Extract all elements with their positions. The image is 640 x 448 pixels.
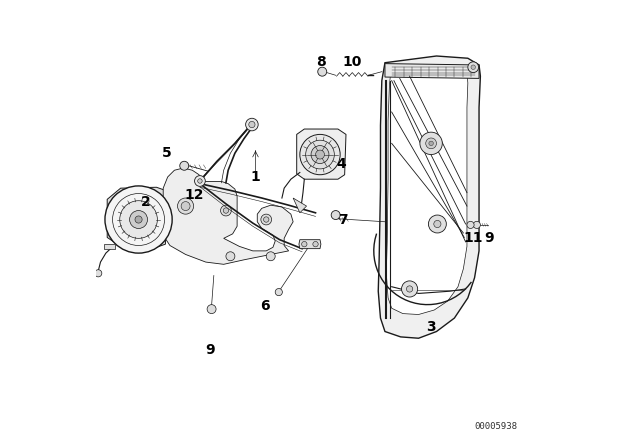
- Circle shape: [401, 281, 418, 297]
- Circle shape: [275, 289, 282, 296]
- Circle shape: [249, 121, 255, 128]
- Circle shape: [120, 201, 157, 238]
- Text: 12: 12: [185, 188, 204, 202]
- Polygon shape: [163, 168, 293, 264]
- Circle shape: [420, 132, 442, 155]
- Circle shape: [198, 179, 202, 183]
- Text: 3: 3: [426, 320, 436, 334]
- Polygon shape: [293, 198, 307, 213]
- Circle shape: [95, 270, 102, 277]
- Circle shape: [429, 141, 433, 146]
- Circle shape: [426, 138, 436, 149]
- Polygon shape: [378, 56, 481, 338]
- Circle shape: [467, 221, 474, 228]
- Polygon shape: [387, 67, 468, 314]
- Circle shape: [468, 62, 479, 73]
- Text: 6: 6: [260, 298, 270, 313]
- Text: 2: 2: [141, 195, 151, 210]
- Circle shape: [246, 118, 258, 131]
- Circle shape: [221, 205, 231, 216]
- Circle shape: [301, 241, 307, 247]
- Circle shape: [135, 216, 142, 223]
- Polygon shape: [108, 187, 165, 247]
- Polygon shape: [385, 64, 479, 78]
- Circle shape: [428, 215, 446, 233]
- Circle shape: [180, 161, 189, 170]
- Circle shape: [207, 305, 216, 314]
- Circle shape: [105, 186, 172, 253]
- Circle shape: [434, 220, 441, 228]
- Polygon shape: [299, 240, 321, 249]
- Circle shape: [473, 221, 481, 228]
- Circle shape: [226, 252, 235, 261]
- Circle shape: [129, 211, 148, 228]
- Text: 10: 10: [342, 55, 362, 69]
- Circle shape: [317, 67, 327, 76]
- Circle shape: [306, 140, 334, 169]
- Circle shape: [264, 217, 269, 222]
- Text: 8: 8: [316, 55, 326, 69]
- Text: 00005938: 00005938: [474, 422, 517, 431]
- Circle shape: [406, 286, 413, 292]
- Circle shape: [471, 65, 476, 69]
- Circle shape: [332, 211, 340, 220]
- Circle shape: [261, 214, 271, 225]
- Circle shape: [300, 134, 340, 175]
- Text: 4: 4: [337, 156, 346, 171]
- Circle shape: [177, 198, 194, 214]
- Circle shape: [316, 150, 324, 159]
- Text: 7: 7: [338, 213, 348, 228]
- Circle shape: [195, 176, 205, 186]
- Polygon shape: [297, 129, 346, 179]
- Circle shape: [223, 208, 228, 213]
- Text: 1: 1: [250, 170, 260, 184]
- Polygon shape: [104, 244, 115, 249]
- Text: 9: 9: [484, 231, 493, 246]
- Text: 5: 5: [161, 146, 172, 160]
- Circle shape: [311, 146, 329, 164]
- Circle shape: [266, 252, 275, 261]
- Circle shape: [313, 241, 318, 247]
- Circle shape: [181, 202, 190, 211]
- Text: 9: 9: [205, 343, 214, 358]
- Text: 11: 11: [464, 231, 483, 246]
